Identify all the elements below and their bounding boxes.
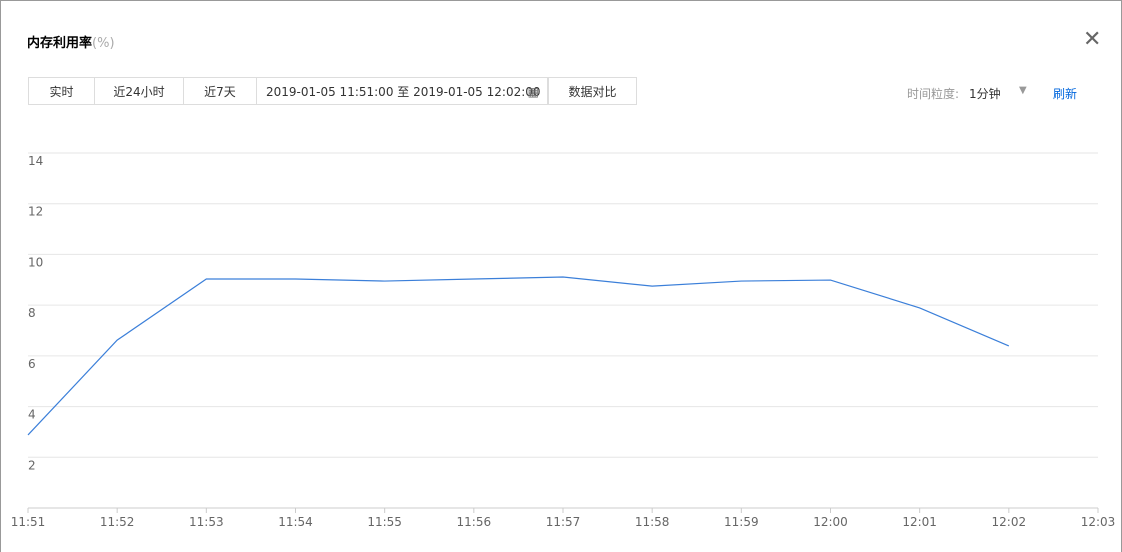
x-tick-label: 12:01 <box>902 515 937 529</box>
dialog-title: 内存利用率(%) <box>27 32 115 51</box>
x-tick-label: 12:03 <box>1081 515 1116 529</box>
calendar-icon: ▦ <box>527 85 539 99</box>
y-tick-label: 10 <box>28 255 43 269</box>
title-text: 内存利用率 <box>27 36 93 51</box>
date-range-picker[interactable]: 2019-01-05 11:51:00 至 2019-01-05 12:02:0… <box>256 77 548 105</box>
compare-button[interactable]: 数据对比 <box>548 77 637 105</box>
x-tick-label: 12:00 <box>813 515 848 529</box>
x-tick-label: 11:55 <box>367 515 402 529</box>
y-tick-label: 4 <box>28 408 36 422</box>
y-tick-label: 6 <box>28 357 36 371</box>
x-tick-label: 11:58 <box>635 515 670 529</box>
y-tick-label: 12 <box>28 205 43 219</box>
tab-button[interactable]: 近24小时 <box>94 77 184 105</box>
data-line <box>27 276 1010 436</box>
y-tick-label: 14 <box>28 154 43 168</box>
refresh-link[interactable]: 刷新 <box>1053 87 1078 101</box>
tab-button[interactable]: 近7天 <box>183 77 257 105</box>
select-caret[interactable]: ▼ <box>1019 85 1027 96</box>
tab-button[interactable]: 实时 <box>28 77 95 105</box>
y-tick-label: 8 <box>28 306 36 320</box>
close-button[interactable]: ✕ <box>1083 27 1102 52</box>
x-tick-label: 11:57 <box>546 515 581 529</box>
x-tick-label: 11:56 <box>457 515 492 529</box>
x-tick-label: 11:59 <box>724 515 759 529</box>
x-tick-label: 11:53 <box>189 515 224 529</box>
x-tick-label: 12:02 <box>992 515 1027 529</box>
y-tick-label: 2 <box>28 458 36 472</box>
granularity-select[interactable]: 1分钟 <box>969 87 1001 101</box>
title-unit: (%) <box>92 36 115 51</box>
x-tick-label: 11:54 <box>278 515 313 529</box>
x-tick-label: 11:52 <box>100 515 135 529</box>
granularity-label: 时间粒度: <box>907 87 960 101</box>
x-tick-label: 11:51 <box>11 515 46 529</box>
date-range-text: 2019-01-05 11:51:00 至 2019-01-05 12:02:0… <box>266 85 541 99</box>
